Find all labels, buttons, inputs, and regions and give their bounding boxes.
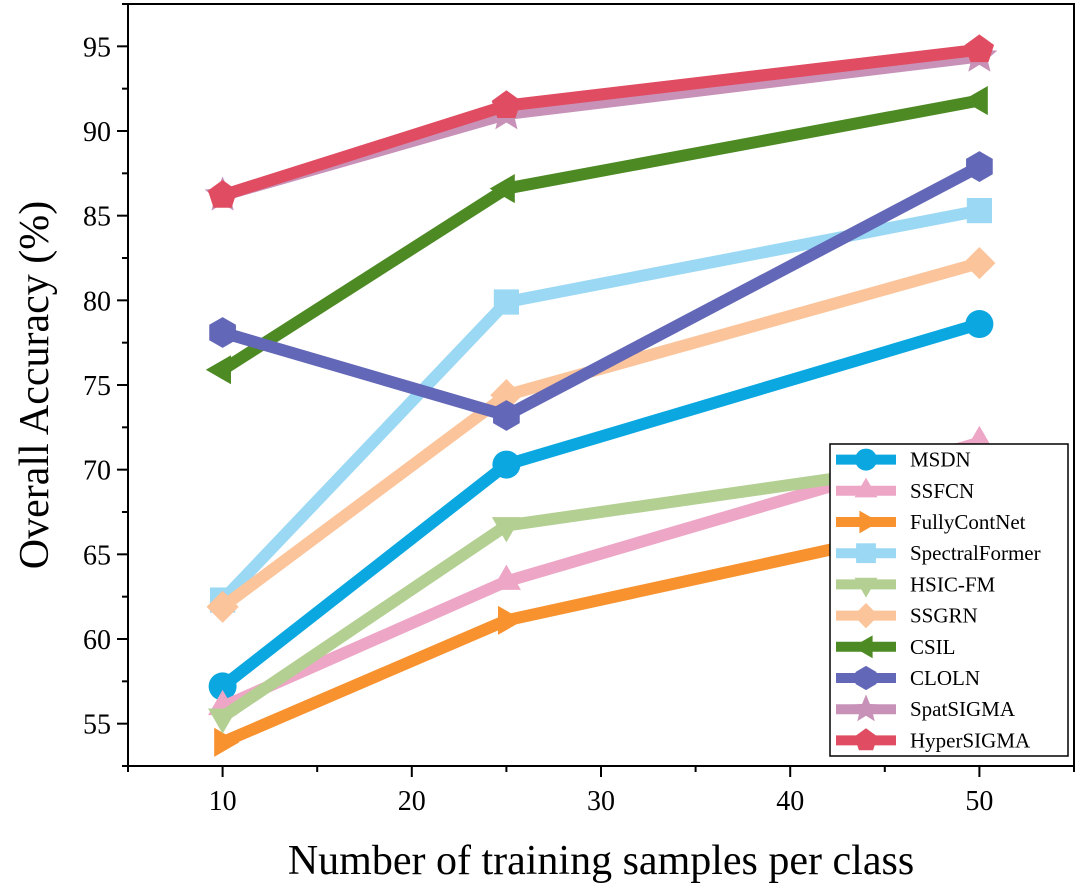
data-point-fullycontnet [214,727,240,757]
data-point-hypersigma [491,90,522,119]
y-tick-label: 60 [83,625,111,656]
y-tick-label: 75 [83,371,111,402]
legend-entry-msdn: MSDN [836,448,971,472]
legend-marker [859,510,880,534]
y-tick-label: 65 [83,540,111,571]
legend-label: SpatSIGMA [910,697,1016,721]
legend-label: SSFCN [910,479,974,503]
x-tick-label: 30 [587,786,615,817]
data-point-csil [489,174,515,204]
legend-marker [855,665,877,691]
y-tick-label: 80 [83,286,111,317]
legend-label: SSGRN [910,604,978,628]
y-tick-label: 55 [83,710,111,741]
data-point-ssgrn [206,590,239,623]
data-point-ssgrn [963,246,996,280]
legend-marker [852,635,873,659]
axis-ticks: 10 20 30 40 50 55 60 65 70 75 80 85 90 95 [83,3,1075,817]
x-tick-label: 50 [965,786,993,817]
y-tick-label: 90 [83,117,111,148]
legend-entry-hypersigma: HyperSIGMA [836,728,1031,752]
series-csil [205,85,988,385]
legend-entry-cloln: CLOLN [836,665,980,691]
legend-marker [855,448,877,471]
legend-label: CLOLN [910,666,980,690]
legend-marker [851,694,881,722]
y-axis-title: Overall Accuracy (%) [12,201,58,569]
legend-entry-spectralformer: SpectralFormer [836,541,1041,565]
data-point-msdn [492,450,521,479]
series-msdn [208,310,994,701]
legend-label: MSDN [910,448,971,472]
data-point-csil [205,355,231,385]
data-point-hypersigma [964,34,995,63]
y-tick-label: 70 [83,456,111,487]
y-tick-label: 85 [83,202,111,233]
data-point-csil [962,85,988,116]
x-tick-label: 20 [398,786,426,817]
x-tick-label: 40 [776,786,804,817]
series-hypersigma [207,34,995,208]
legend-marker [854,577,878,598]
data-point-cloln [209,317,236,348]
legend-entry-fullycontnet: FullyContNet [836,510,1026,534]
legend-entry-ssgrn: SSGRN [836,602,978,629]
legend: MSDN SSFCN FullyContNet SpectralFormer HSIC-… [829,443,1069,757]
legend-entry-spatsigma: SpatSIGMA [836,694,1016,722]
data-point-msdn [208,672,237,701]
legend-marker [853,602,879,629]
x-tick-label: 10 [209,786,237,817]
data-point-hypersigma [207,179,238,208]
data-point-spectralformer [493,289,519,315]
data-point-hsic-fm [491,517,521,543]
data-point-hsic-fm [208,708,238,734]
data-point-spectralformer [966,197,992,224]
data-point-cloln [493,400,520,431]
series-cloln [209,151,993,431]
legend-marker [856,543,876,564]
y-tick-label: 95 [83,32,111,63]
legend-entry-hsic-fm: HSIC-FM [836,572,996,598]
data-point-fullycontnet [498,605,524,635]
data-point-ssgrn [490,379,523,412]
legend-label: HSIC-FM [910,572,996,596]
data-point-cloln [966,151,993,182]
plot-area [204,34,998,757]
data-point-ssfcn [491,564,521,590]
legend-label: SpectralFormer [910,541,1041,565]
legend-marker [854,477,878,498]
legend-label: FullyContNet [910,510,1026,534]
legend-entry-csil: CSIL [836,635,956,659]
x-axis-title: Number of training samples per class [288,838,914,884]
legend-marker [854,728,878,751]
legend-label: CSIL [910,635,956,659]
legend-entry-ssfcn: SSFCN [836,477,974,503]
series-ssgrn [206,246,996,623]
legend-label: HyperSIGMA [910,728,1031,752]
data-point-msdn [965,310,994,339]
